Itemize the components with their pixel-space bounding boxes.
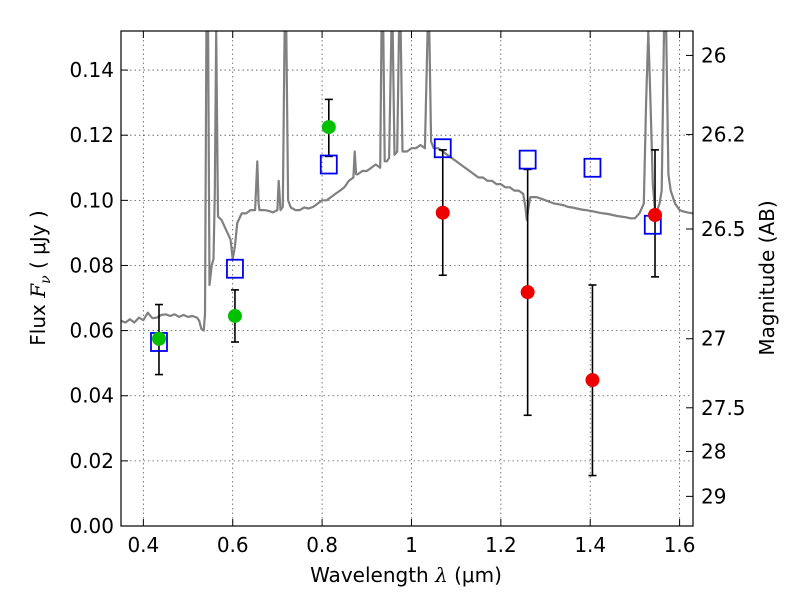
markers xyxy=(150,120,663,388)
x-tick-label: 0.4 xyxy=(127,533,159,557)
mag-tick-label: 26.5 xyxy=(701,217,746,241)
mag-tick-label: 26 xyxy=(701,43,726,67)
y-tick-label: 0.06 xyxy=(69,319,114,343)
y-tick-label: 0.14 xyxy=(69,58,114,82)
x-tick-label: 0.6 xyxy=(217,533,249,557)
x-tick-label: 1.6 xyxy=(664,533,696,557)
model-photometry-square xyxy=(518,149,537,170)
x-tick-label: 0.8 xyxy=(306,533,338,557)
model-photometry-square xyxy=(583,157,602,178)
x-tick-label: 1.4 xyxy=(574,533,606,557)
axes-frame xyxy=(120,30,694,527)
mag-tick-label: 27 xyxy=(701,327,726,351)
y-tick-label: 0.08 xyxy=(69,253,114,277)
mag-tick-label: 26.2 xyxy=(701,123,746,147)
y2-axis-label: Magnitude (AB) xyxy=(755,200,779,355)
observed-nearir-point xyxy=(520,285,535,300)
mag-tick-label: 29 xyxy=(701,484,726,508)
observed-nearir-point xyxy=(585,373,600,388)
plot-area xyxy=(121,31,693,477)
y-tick-label: 0.00 xyxy=(69,514,114,538)
y-tick-label: 0.04 xyxy=(69,384,114,408)
x-axis-label: Wavelength λ (μm) xyxy=(310,563,502,587)
mag-tick-label: 28 xyxy=(701,439,726,463)
observed-optical-point xyxy=(321,120,336,135)
model-photometry-square xyxy=(433,138,452,159)
y-tick-label: 0.12 xyxy=(69,123,114,147)
y-tick-label: 0.02 xyxy=(69,449,114,473)
observed-nearir-point xyxy=(648,207,663,222)
x-tick-label: 1.2 xyxy=(485,533,517,557)
observed-nearir-point xyxy=(435,205,450,220)
y-tick-label: 0.10 xyxy=(69,188,114,212)
model-photometry-square xyxy=(319,154,338,175)
y-axis-label: Flux Fν ( μJy ) xyxy=(26,210,54,345)
observed-optical-point xyxy=(227,308,242,323)
observed-optical-point xyxy=(151,331,166,346)
model-spectrum-line xyxy=(121,31,693,332)
x-tick-label: 1 xyxy=(405,533,418,557)
model-photometry-square xyxy=(226,258,244,279)
mag-tick-label: 27.5 xyxy=(701,396,746,420)
ticks: 0.4 0.6 0.8 1 1.2 1.4 1.6 0.00 0.02 0.04 0.06 0.08 0… xyxy=(69,31,746,557)
